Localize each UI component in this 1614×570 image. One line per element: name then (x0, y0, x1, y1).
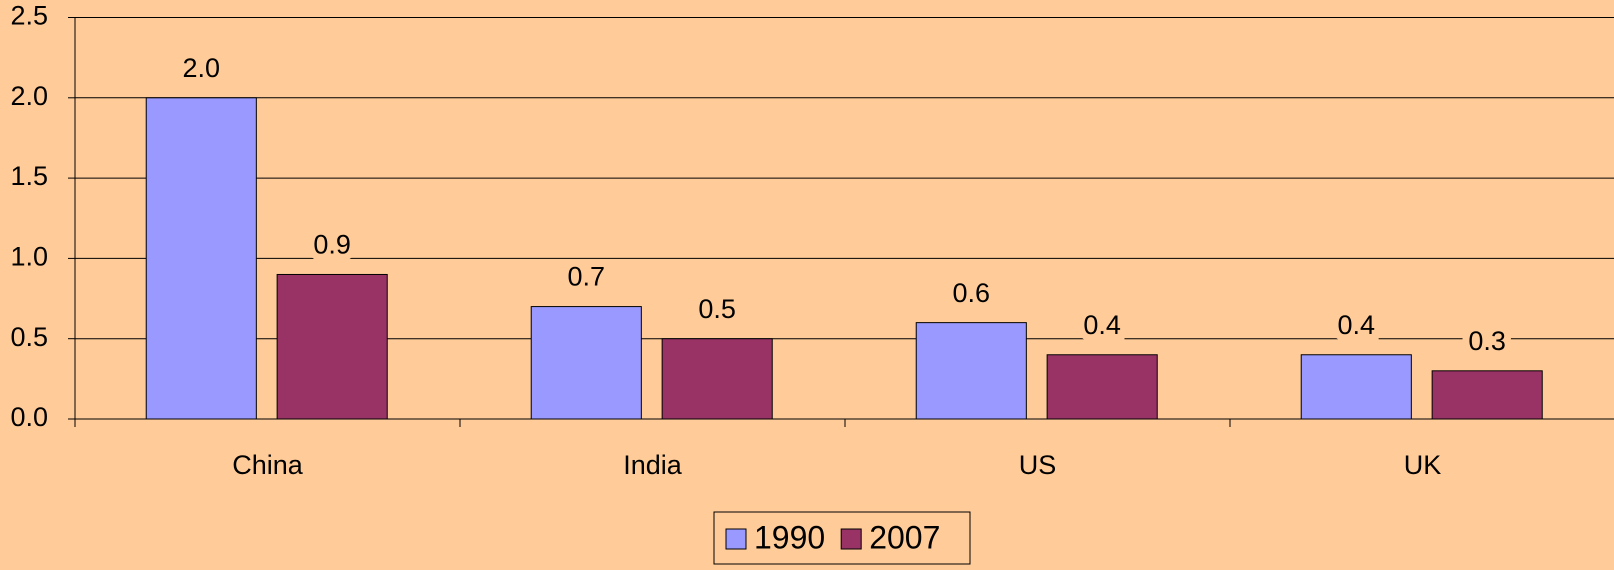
data-label: 0.9 (313, 230, 351, 260)
y-tick-label: 1.0 (10, 242, 48, 272)
y-tick-label: 0.5 (10, 322, 48, 352)
data-label: 2.0 (183, 53, 221, 83)
y-tick-label: 0.0 (10, 402, 48, 432)
data-label: 0.3 (1468, 326, 1506, 356)
bar (1300, 354, 1412, 420)
legend-label: 1990 (754, 519, 825, 555)
bar (530, 306, 642, 420)
x-tick-label: US (1019, 450, 1057, 480)
legend-swatch (725, 528, 747, 550)
bar (661, 338, 773, 420)
data-label: 0.4 (1083, 310, 1121, 340)
x-tick-label: India (623, 450, 683, 480)
data-label: 0.5 (698, 294, 736, 324)
legend: 1990 2007 (713, 511, 971, 565)
y-tick-label: 1.5 (10, 161, 48, 191)
legend-swatch (840, 528, 862, 550)
x-tick-label: UK (1404, 450, 1442, 480)
bar (1431, 370, 1543, 420)
bar (915, 322, 1027, 420)
x-tick-label: China (232, 450, 304, 480)
bar (276, 273, 388, 420)
data-label: 0.4 (1338, 310, 1376, 340)
bar (1046, 354, 1158, 420)
y-tick-label: 2.5 (10, 1, 48, 31)
legend-label: 2007 (869, 519, 940, 555)
data-label: 0.7 (568, 262, 606, 292)
bar (145, 97, 257, 420)
y-tick-label: 2.0 (10, 81, 48, 111)
data-label: 0.6 (953, 278, 991, 308)
